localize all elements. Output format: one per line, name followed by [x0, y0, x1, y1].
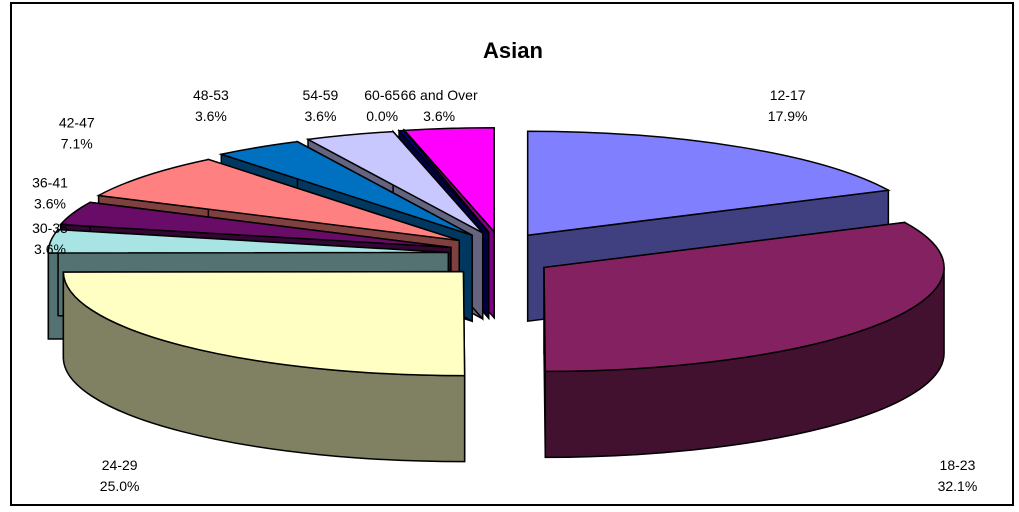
slice-percent-label: 7.1% — [61, 135, 93, 151]
slice-top — [59, 201, 451, 249]
slice-category-label: 30-35 — [32, 220, 68, 236]
slice-top — [47, 228, 449, 254]
slice-category-label: 18-23 — [940, 457, 976, 473]
slice-percent-label: 3.6% — [34, 196, 66, 212]
slice-18-23 — [543, 221, 945, 459]
slice-category-label: 24-29 — [102, 457, 138, 473]
slice-top — [402, 126, 495, 234]
slice-percent-label: 25.0% — [100, 478, 140, 494]
slice-top — [397, 129, 490, 233]
slice-top — [305, 130, 484, 234]
slice-percent-label: 3.6% — [304, 108, 336, 124]
slice-top — [218, 140, 473, 236]
slice-category-label: 66 and Over — [401, 87, 478, 103]
slice-percent-label: 3.6% — [34, 241, 66, 257]
slice-labels: 12-17 17.9% 18-23 32.1% 24-29 25.0% 30-35 3.6% 3… — [32, 87, 977, 494]
slice-category-label: 54-59 — [303, 87, 339, 103]
slice-category-label: 12-17 — [770, 87, 806, 103]
slice-percent-label: 32.1% — [938, 478, 978, 494]
slice-percent-label: 3.6% — [195, 108, 227, 124]
slice-top — [62, 270, 466, 377]
slice-percent-label: 17.9% — [768, 108, 808, 124]
chart-title: Asian — [483, 38, 543, 63]
slice-percent-label: 0.0% — [366, 108, 398, 124]
slice-top — [543, 221, 945, 373]
pie-slices — [47, 126, 945, 463]
slice-24-29 — [62, 270, 466, 463]
slice-category-label: 36-41 — [32, 175, 68, 191]
slice-top — [526, 130, 891, 237]
slice-category-label: 60-65 — [364, 87, 400, 103]
slice-category-label: 42-47 — [59, 114, 95, 130]
slice-category-label: 48-53 — [193, 87, 229, 103]
slice-top — [96, 158, 460, 242]
slice-percent-label: 3.6% — [423, 108, 455, 124]
chart-frame — [10, 2, 1014, 506]
